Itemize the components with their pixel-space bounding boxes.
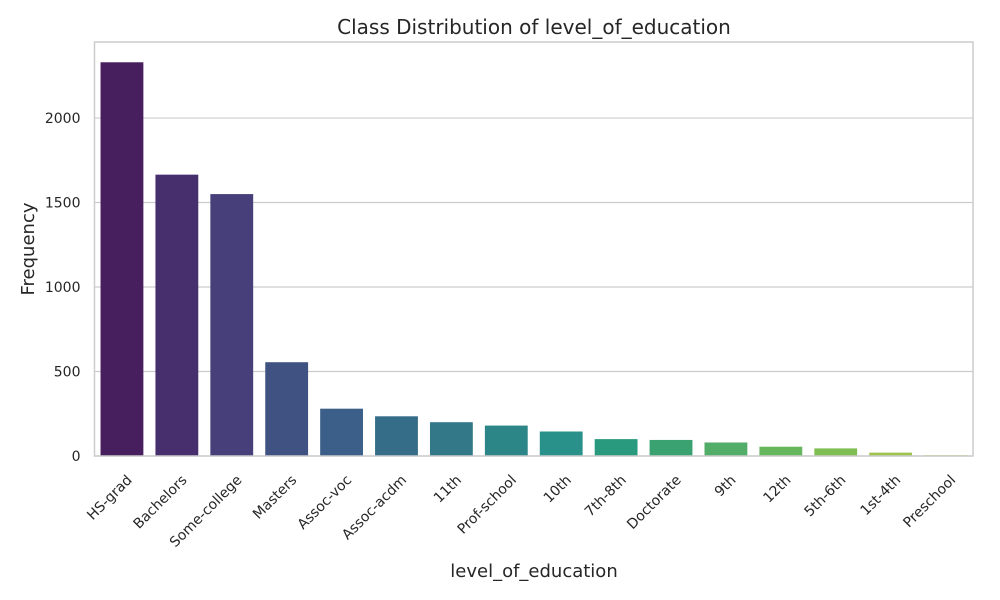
bar-12th (759, 446, 803, 456)
x-tick-label: Prof-school (455, 472, 520, 537)
x-tick-label: 11th (431, 472, 465, 506)
bar-10th (539, 431, 583, 456)
x-tick-label: 9th (712, 472, 740, 500)
bar-assoc-acdm (375, 416, 418, 456)
bar-some-college (210, 194, 254, 456)
y-tick-label: 1500 (45, 196, 81, 212)
y-tick-label: 1000 (45, 280, 81, 296)
x-tick-label: 10th (541, 472, 575, 506)
x-tick-label: 1st-4th (858, 472, 905, 519)
x-tick-label: Bachelors (130, 472, 190, 532)
y-axis-label: Frequency (18, 202, 39, 295)
x-tick-label: HS-grad (84, 472, 135, 523)
bar-masters (265, 362, 309, 456)
chart-title: Class Distribution of level_of_education (337, 15, 731, 39)
y-tick-label: 2000 (45, 111, 81, 127)
x-tick-label: 5th-6th (802, 472, 850, 520)
bar-assoc-voc (320, 408, 363, 456)
bar-doctorate (649, 439, 693, 456)
bar-9th (704, 442, 748, 456)
x-axis-label: level_of_education (450, 561, 617, 582)
x-tick-label: Masters (250, 472, 300, 522)
y-tick-label: 500 (54, 365, 81, 381)
x-tick-label: Doctorate (624, 472, 684, 532)
bar-prof-school (484, 425, 528, 456)
bar-1st-4th (869, 452, 913, 456)
bar-hs-grad (100, 62, 144, 456)
x-tick-label: Preschool (900, 472, 959, 531)
y-axis-ticks: 0 500 1000 1500 2000 (45, 111, 81, 465)
bar-11th (429, 422, 473, 456)
y-tick-label: 0 (72, 449, 81, 465)
bar-bachelors (155, 174, 199, 456)
bar-5th-6th (814, 448, 858, 456)
bars (100, 62, 967, 456)
x-tick-label: 7th-8th (582, 472, 630, 520)
bar-7th-8th (594, 439, 638, 456)
x-tick-label: 12th (760, 472, 794, 506)
plot-frame (93, 41, 974, 457)
